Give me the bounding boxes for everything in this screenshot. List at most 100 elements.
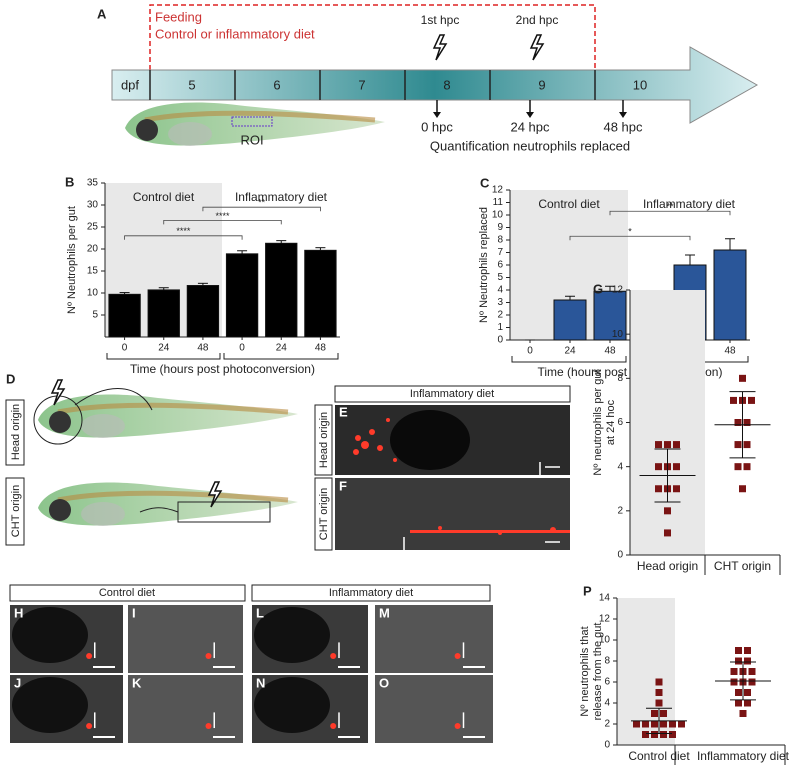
- point: [655, 441, 662, 449]
- micrograph: [375, 675, 493, 743]
- micrograph: [335, 478, 570, 550]
- time: 0 hpc: [421, 119, 453, 134]
- group-label: Inflammatory diet: [643, 197, 736, 211]
- red-cell: [330, 653, 337, 659]
- eye: [254, 607, 330, 663]
- panel-letter: N: [256, 675, 265, 690]
- panel-letter: A: [97, 6, 107, 21]
- point: [739, 710, 747, 717]
- significance: ****: [215, 211, 230, 221]
- x-tick-label: Head origin: [637, 559, 698, 573]
- y-axis-label: Nº Neutrophils per gut: [66, 206, 78, 314]
- roi: ROI: [240, 132, 263, 147]
- point: [730, 678, 738, 686]
- panel-letter: C: [480, 175, 490, 190]
- bar: [713, 249, 747, 341]
- group-label: Control diet: [538, 197, 600, 211]
- x-tick-label: CHT origin: [714, 559, 771, 573]
- point: [748, 396, 755, 404]
- y-tick-label: 14: [599, 593, 611, 604]
- white-arrows: [403, 462, 560, 550]
- y-axis-label: Nº neutrophils per gut: [592, 369, 604, 475]
- panel-letter: G: [593, 281, 603, 296]
- point: [660, 731, 667, 738]
- x-tick-label: 24: [276, 343, 288, 354]
- y-axis-label: at 24 hoc: [605, 399, 617, 445]
- y-tick-label: 0: [617, 550, 623, 561]
- point: [669, 720, 676, 728]
- red-cell: [86, 653, 93, 659]
- group-bracket: [223, 353, 339, 360]
- red-cells: [353, 418, 570, 535]
- group-bracket: [511, 356, 627, 363]
- fish: [38, 394, 298, 438]
- time: 48 hpc: [603, 119, 643, 134]
- eye: [12, 607, 88, 663]
- y-tick-label: 11: [493, 197, 504, 208]
- point: [748, 678, 756, 686]
- significance-bracket: [202, 206, 321, 212]
- point: [730, 396, 737, 404]
- micrograph: [375, 605, 493, 673]
- y-tick-label: 6: [617, 417, 623, 428]
- point: [744, 657, 751, 665]
- y-tick-label: 5: [92, 310, 98, 321]
- y-tick-label: 6: [604, 677, 610, 688]
- x-tick-label: Control diet: [628, 749, 690, 763]
- y-tick-label: 0: [497, 335, 503, 346]
- y-tick-label: 20: [87, 244, 99, 255]
- second-hpc: 2nd hpc: [516, 13, 559, 27]
- point: [734, 441, 742, 449]
- x-tick-label: 24: [158, 343, 170, 354]
- y-tick-label: 4: [604, 698, 610, 709]
- point: [735, 657, 742, 665]
- point: [660, 720, 667, 728]
- significance-bracket: [163, 220, 282, 225]
- group-label: Control diet: [133, 190, 195, 204]
- header-box: [251, 584, 491, 602]
- point: [664, 441, 671, 449]
- x-tick-label: 48: [604, 346, 616, 357]
- point: [739, 485, 746, 493]
- panel-letter: M: [379, 605, 390, 620]
- point: [669, 731, 676, 738]
- red-cell: [86, 723, 93, 729]
- micrograph: [128, 605, 243, 673]
- point: [655, 678, 663, 686]
- label-box: [314, 404, 333, 476]
- y-tick-label: 10: [599, 635, 611, 646]
- label-box: [5, 399, 25, 466]
- panel-letter: F: [339, 478, 347, 493]
- y-tick-label: 1: [497, 322, 503, 333]
- point: [655, 699, 663, 707]
- label-box: [314, 477, 333, 551]
- timeline-arrow: [111, 46, 759, 124]
- x-tick-label: 0: [122, 343, 128, 354]
- panel-letter: B: [65, 174, 74, 189]
- timeline-label: 8: [443, 77, 450, 92]
- panel-letter: H: [14, 605, 23, 620]
- eye: [12, 677, 88, 733]
- point: [730, 668, 738, 675]
- point: [748, 668, 756, 675]
- header: Inflammatory diet: [410, 388, 494, 400]
- bar: [186, 285, 220, 338]
- panel-letter: L: [256, 605, 264, 620]
- point: [651, 731, 658, 738]
- point: [735, 647, 742, 654]
- lightning: [432, 34, 545, 61]
- point: [743, 419, 751, 426]
- y-tick-label: 2: [497, 310, 503, 321]
- significance: ****: [176, 226, 191, 236]
- x-axis-label: Time (hours post photoconversion): [130, 362, 315, 376]
- point: [673, 463, 680, 471]
- timeline-label: dpf: [121, 77, 139, 92]
- y-tick-label: 8: [604, 656, 610, 667]
- group-label: Inflammatory diet: [235, 190, 328, 204]
- fish: [38, 482, 298, 526]
- x-tick-label: Inflammatory diet: [697, 749, 790, 763]
- y-tick-label: 15: [87, 266, 99, 277]
- y-tick-label: 8: [497, 235, 503, 246]
- point: [673, 485, 680, 493]
- panel-letter: K: [132, 675, 142, 690]
